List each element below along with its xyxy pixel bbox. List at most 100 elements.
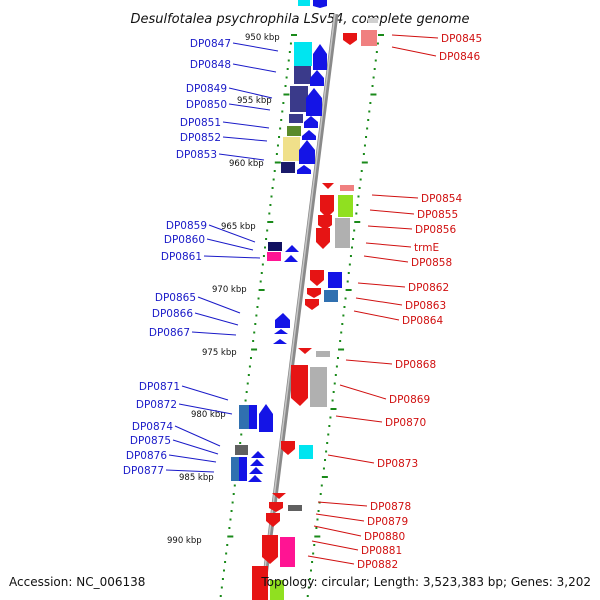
ruler-tick [311, 561, 314, 563]
gene-label[interactable]: DP0849 [186, 83, 227, 95]
gene-block [290, 86, 308, 112]
ruler-tick [228, 527, 231, 529]
ruler-tick [221, 578, 224, 580]
gene-label[interactable]: DP0846 [439, 51, 480, 63]
gene-label[interactable]: DP0879 [367, 516, 408, 528]
gene-label[interactable]: DP0858 [411, 257, 452, 269]
leader-line [165, 469, 215, 473]
accession-text: Accession: NC_006138 [9, 575, 145, 589]
leader-line [194, 312, 239, 326]
leader-line [218, 153, 265, 161]
ruler-tick [369, 102, 372, 104]
gene-label[interactable]: DP0872 [136, 399, 177, 411]
gene-label[interactable]: DP0865 [155, 292, 196, 304]
gene-label[interactable]: DP0851 [180, 117, 221, 129]
left-gene-labels: DP0847 DP0848 DP0849 DP0850 DP0851 DP0852 DP08… [123, 38, 279, 477]
ruler-tick [343, 306, 346, 308]
ruler-tick [271, 187, 274, 189]
gene-label[interactable]: DP0867 [149, 327, 190, 339]
ruler-tick [376, 42, 379, 45]
ruler-tick [354, 221, 361, 223]
ruler-tick [291, 34, 297, 36]
gene-block [235, 445, 248, 455]
gene-label[interactable]: DP0859 [166, 220, 207, 232]
gene-block [324, 290, 338, 302]
gene-label[interactable]: DP0863 [405, 300, 446, 312]
gene-arrow [273, 339, 287, 344]
ruler-tick [222, 569, 225, 572]
gene-label[interactable]: DP0853 [176, 149, 217, 161]
leader-line [232, 63, 277, 73]
ruler-tick [357, 195, 360, 198]
leader-line [353, 310, 400, 321]
ruler-tick [246, 382, 249, 385]
ruler-tick [352, 238, 355, 240]
leader-line [203, 255, 261, 259]
ruler-tick [344, 297, 347, 300]
gene-label[interactable]: DP0856 [415, 224, 456, 236]
gene-label[interactable]: DP0854 [421, 193, 462, 205]
gene-label[interactable]: DP0876 [126, 450, 167, 462]
gene-label[interactable]: DP0848 [190, 59, 231, 71]
ruler-tick [362, 153, 365, 155]
gene-label[interactable]: DP0845 [441, 33, 482, 45]
ruler-tick [358, 187, 361, 189]
gene-label[interactable]: DP0869 [389, 394, 430, 406]
gene-arrow [313, 0, 327, 8]
leader-line [197, 296, 241, 314]
gene-label[interactable]: DP0874 [132, 421, 173, 433]
gene-arrow [269, 502, 283, 512]
gene-label[interactable]: DP0864 [402, 315, 443, 327]
scale-label: 980 kbp [191, 410, 226, 420]
gene-arrow [275, 313, 290, 328]
ruler-tick [274, 161, 281, 164]
gene-label[interactable]: DP0860 [164, 234, 205, 246]
gene-block [294, 42, 312, 66]
ruler-tick [333, 382, 336, 385]
ruler-tick [251, 348, 258, 351]
gene-label[interactable]: DP0870 [385, 417, 426, 429]
ruler-tick [226, 544, 229, 546]
gene-label[interactable]: DP0862 [408, 282, 449, 294]
gene-label[interactable]: DP0866 [152, 308, 193, 320]
gene-arrow [322, 183, 334, 189]
genome-title: Desulfotalea psychrophila LSv54, complet… [130, 12, 469, 27]
gene-block [283, 137, 300, 161]
gene-label[interactable]: DP0873 [377, 458, 418, 470]
gene-block [316, 351, 330, 357]
gene-label[interactable]: DP0881 [361, 545, 402, 557]
gene-label[interactable]: DP0882 [357, 559, 398, 571]
gene-block [239, 457, 247, 481]
ruler-tick [330, 408, 337, 410]
gene-label[interactable]: DP0875 [130, 435, 171, 447]
gene-block [299, 445, 313, 459]
ruler-tick [260, 272, 263, 274]
gene-label[interactable]: DP0868 [395, 359, 436, 371]
gene-label[interactable]: DP0877 [123, 465, 164, 477]
gene-label[interactable]: DP0861 [161, 251, 202, 263]
gene-label[interactable]: DP0847 [190, 38, 231, 50]
gene-label[interactable]: DP0878 [370, 501, 411, 513]
ruler-tick [247, 374, 250, 376]
ruler-tick [368, 110, 371, 113]
leader-line [315, 513, 365, 522]
gene-label[interactable]: DP0880 [364, 531, 405, 543]
ruler-tick [324, 459, 327, 461]
ruler-tick [308, 578, 311, 580]
gene-label[interactable]: DP0852 [180, 132, 221, 144]
ruler-tick [370, 93, 377, 96]
leader-line [228, 87, 273, 99]
gene-label[interactable]: DP0855 [417, 209, 458, 221]
ruler-tick [336, 357, 339, 359]
ruler-right [306, 34, 384, 597]
gene-label[interactable]: DP0871 [139, 381, 180, 393]
gene-label[interactable]: DP0850 [186, 99, 227, 111]
gene-block [361, 30, 377, 46]
gene-label[interactable]: trmE [414, 242, 439, 254]
leader-line [391, 34, 439, 39]
scale-label: 960 kbp [229, 159, 264, 169]
ruler-tick [353, 229, 356, 232]
ruler-tick [261, 263, 264, 266]
ruler-tick [278, 136, 281, 138]
